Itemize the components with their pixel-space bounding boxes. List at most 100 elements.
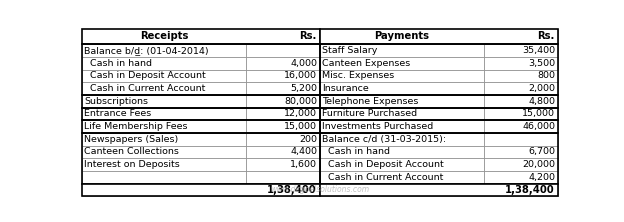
Text: 2,000: 2,000 bbox=[529, 84, 555, 93]
Bar bbox=[246, 44, 319, 57]
Bar bbox=[319, 95, 484, 108]
Text: Investments Purchased: Investments Purchased bbox=[322, 122, 434, 131]
Bar bbox=[319, 171, 484, 184]
Text: 1,600: 1,600 bbox=[290, 160, 318, 169]
Text: Cash in hand: Cash in hand bbox=[84, 59, 152, 68]
Text: Entrance Fees: Entrance Fees bbox=[84, 109, 152, 118]
Bar bbox=[82, 44, 246, 57]
Text: 4,800: 4,800 bbox=[529, 97, 555, 106]
Bar bbox=[484, 158, 558, 171]
Bar bbox=[319, 120, 484, 133]
Text: 20,000: 20,000 bbox=[522, 160, 555, 169]
Bar bbox=[319, 29, 558, 44]
Bar bbox=[246, 29, 319, 44]
Bar bbox=[484, 29, 558, 44]
Bar bbox=[319, 108, 558, 120]
Text: Canteen Collections: Canteen Collections bbox=[84, 147, 179, 156]
Bar bbox=[319, 133, 484, 146]
Bar bbox=[82, 82, 246, 95]
Bar bbox=[82, 57, 246, 69]
Bar bbox=[484, 146, 558, 158]
Bar bbox=[82, 120, 246, 133]
Text: 46,000: 46,000 bbox=[522, 122, 555, 131]
Text: Cash in Current Account: Cash in Current Account bbox=[84, 84, 206, 93]
Text: 200: 200 bbox=[300, 135, 318, 144]
Bar bbox=[246, 184, 319, 196]
Text: Furniture Purchased: Furniture Purchased bbox=[322, 109, 417, 118]
Bar bbox=[319, 29, 484, 44]
Bar bbox=[82, 44, 319, 95]
Bar bbox=[484, 133, 558, 146]
Text: Telephone Expenses: Telephone Expenses bbox=[322, 97, 419, 106]
Bar bbox=[319, 108, 484, 120]
Bar bbox=[319, 82, 484, 95]
Bar bbox=[82, 133, 246, 146]
Bar bbox=[484, 69, 558, 82]
Bar bbox=[246, 133, 319, 146]
Text: 1,38,400: 1,38,400 bbox=[505, 185, 555, 195]
Bar bbox=[246, 158, 319, 171]
Text: Subscriptions: Subscriptions bbox=[84, 97, 149, 106]
Text: 4,200: 4,200 bbox=[529, 173, 555, 182]
Bar bbox=[82, 184, 319, 196]
Text: 16,000: 16,000 bbox=[285, 71, 318, 80]
Bar bbox=[319, 184, 484, 196]
Text: 3,500: 3,500 bbox=[528, 59, 555, 68]
Text: 4,000: 4,000 bbox=[290, 59, 318, 68]
Bar bbox=[82, 171, 246, 184]
Text: 5,200: 5,200 bbox=[290, 84, 318, 93]
Bar bbox=[319, 95, 558, 108]
Bar bbox=[82, 29, 319, 44]
Bar bbox=[82, 95, 319, 108]
Text: Life Membership Fees: Life Membership Fees bbox=[84, 122, 188, 131]
Bar bbox=[319, 146, 484, 158]
Text: Staff Salary: Staff Salary bbox=[322, 46, 378, 55]
Bar bbox=[246, 82, 319, 95]
Text: Interest on Deposits: Interest on Deposits bbox=[84, 160, 180, 169]
Bar bbox=[484, 57, 558, 69]
Bar bbox=[484, 108, 558, 120]
Bar bbox=[246, 120, 319, 133]
Bar bbox=[319, 44, 558, 95]
Bar bbox=[82, 146, 246, 158]
Bar bbox=[82, 108, 246, 120]
Text: Balance c/d (31-03-2015):: Balance c/d (31-03-2015): bbox=[322, 135, 446, 144]
Bar bbox=[246, 146, 319, 158]
Bar bbox=[319, 133, 558, 184]
Bar bbox=[246, 171, 319, 184]
Text: Cash in hand: Cash in hand bbox=[322, 147, 390, 156]
Bar bbox=[319, 44, 484, 57]
Text: 35,400: 35,400 bbox=[522, 46, 555, 55]
Bar bbox=[319, 158, 484, 171]
Text: Canteen Expenses: Canteen Expenses bbox=[322, 59, 411, 68]
Bar bbox=[82, 133, 319, 184]
Bar bbox=[246, 108, 319, 120]
Text: Insurance: Insurance bbox=[322, 84, 369, 93]
Bar bbox=[484, 82, 558, 95]
Bar bbox=[319, 184, 558, 196]
Bar bbox=[82, 108, 319, 120]
Text: Cash in Deposit Account: Cash in Deposit Account bbox=[322, 160, 444, 169]
Bar bbox=[319, 69, 484, 82]
Text: 80,000: 80,000 bbox=[285, 97, 318, 106]
Bar bbox=[319, 57, 484, 69]
Text: 1,38,400: 1,38,400 bbox=[267, 185, 317, 195]
Text: 6,700: 6,700 bbox=[529, 147, 555, 156]
Bar bbox=[82, 158, 246, 171]
Text: Balance b/d̲: (01-04-2014): Balance b/d̲: (01-04-2014) bbox=[84, 46, 209, 55]
Text: 12,000: 12,000 bbox=[285, 109, 318, 118]
Text: Payments: Payments bbox=[374, 32, 429, 42]
Text: Rs.: Rs. bbox=[537, 32, 555, 42]
Bar bbox=[82, 184, 246, 196]
Text: Newspapers (Sales): Newspapers (Sales) bbox=[84, 135, 178, 144]
Bar bbox=[319, 120, 558, 133]
Text: www.dkgoelsolutions.com: www.dkgoelsolutions.com bbox=[270, 185, 369, 194]
Bar bbox=[484, 120, 558, 133]
Text: Misc. Expenses: Misc. Expenses bbox=[322, 71, 394, 80]
Text: 15,000: 15,000 bbox=[522, 109, 555, 118]
Text: 800: 800 bbox=[537, 71, 555, 80]
Text: Cash in Deposit Account: Cash in Deposit Account bbox=[84, 71, 206, 80]
Text: Rs.: Rs. bbox=[300, 32, 317, 42]
Bar bbox=[484, 95, 558, 108]
Bar bbox=[82, 95, 246, 108]
